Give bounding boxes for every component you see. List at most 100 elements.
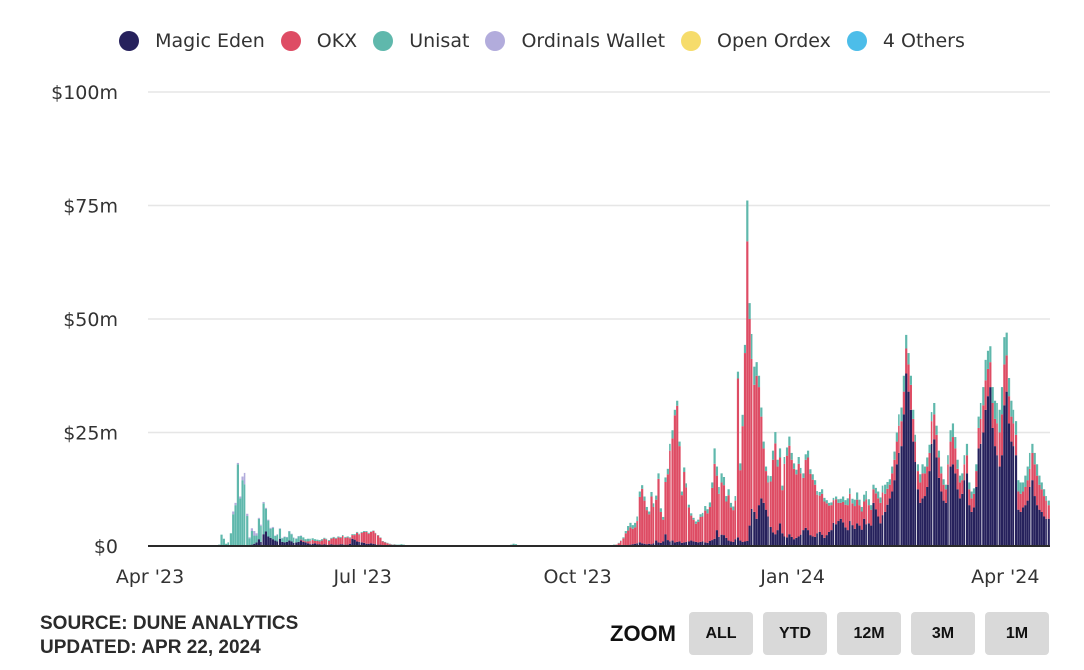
bar-segment-okx bbox=[309, 541, 311, 544]
zoom-12m-button[interactable]: 12M bbox=[837, 612, 901, 655]
bar-segment-magic-eden bbox=[982, 432, 985, 546]
bar-segment-okx bbox=[713, 463, 716, 539]
bar-segment-okx bbox=[659, 511, 662, 543]
bar-segment-magic-eden bbox=[713, 538, 716, 546]
bar-segment-unisat bbox=[339, 536, 342, 538]
bar-segment-okx bbox=[631, 528, 634, 545]
bar-segment-okx bbox=[666, 474, 669, 541]
bar-segment-okx bbox=[799, 473, 802, 535]
bar-segment-okx bbox=[757, 387, 761, 506]
bar-segment-magic-eden bbox=[837, 521, 840, 546]
bar-segment-okx bbox=[330, 538, 333, 545]
bar-segment-okx bbox=[1007, 396, 1011, 424]
bar-segment-magic-eden bbox=[1007, 423, 1011, 546]
bar-segment-magic-eden bbox=[799, 534, 802, 546]
bar-segment-okx bbox=[942, 484, 945, 501]
bar-segment-magic-eden bbox=[785, 537, 789, 546]
bar-segment-okx bbox=[678, 446, 681, 542]
bar-segment-unisat bbox=[972, 488, 976, 494]
bar-segment-unisat bbox=[512, 543, 515, 546]
bar-segment-okx bbox=[928, 452, 931, 472]
bar-segment-magic-eden bbox=[1021, 507, 1025, 546]
legend-item-4-others[interactable]: 4 Others bbox=[846, 30, 965, 52]
bar-segment-magic-eden bbox=[699, 541, 702, 546]
bar-segment-magic-eden bbox=[1028, 486, 1031, 546]
zoom-all-button[interactable]: ALL bbox=[689, 612, 753, 655]
bar-segment-magic-eden bbox=[372, 543, 375, 546]
bar-segment-magic-eden bbox=[968, 505, 971, 546]
bar-segment-okx bbox=[669, 450, 671, 542]
bar-segment-okx bbox=[362, 531, 366, 543]
bar-segment-okx bbox=[830, 505, 833, 531]
zoom-1m-button[interactable]: 1M bbox=[985, 612, 1049, 655]
bar-segment-magic-eden bbox=[297, 541, 300, 546]
bar-segment-unisat bbox=[998, 409, 1001, 433]
bar-segment-okx bbox=[979, 418, 982, 444]
legend-item-okx[interactable]: OKX bbox=[280, 30, 357, 52]
bar-segment-okx bbox=[652, 506, 655, 544]
bar-segment-unisat bbox=[641, 485, 644, 489]
bar-segment-magic-eden bbox=[739, 540, 742, 546]
bar-segment-okx bbox=[750, 358, 753, 509]
bar-segment-okx bbox=[694, 523, 697, 542]
bar-segment-okx bbox=[715, 475, 719, 531]
bar-segment-magic-eden bbox=[648, 543, 651, 546]
bar-segment-okx bbox=[753, 384, 756, 512]
bar-segment-okx bbox=[339, 537, 342, 545]
bar-segment-unisat bbox=[970, 491, 973, 499]
bar-segment-okx bbox=[970, 498, 973, 512]
bar-segment-unisat bbox=[739, 463, 742, 471]
bar-segment-magic-eden bbox=[671, 540, 674, 546]
bar-segment-unisat bbox=[1035, 464, 1039, 476]
bar-segment-magic-eden bbox=[1012, 446, 1015, 546]
legend-item-open-ordex[interactable]: Open Ordex bbox=[681, 30, 831, 52]
bar-segment-magic-eden bbox=[767, 516, 769, 546]
bar-segment-magic-eden bbox=[811, 536, 814, 546]
bar-segment-unisat bbox=[1007, 378, 1011, 397]
bar-segment-okx bbox=[816, 494, 818, 534]
bar-segment-okx bbox=[956, 468, 959, 490]
bar-segment-okx bbox=[958, 482, 962, 499]
bar-segment-unisat bbox=[741, 414, 744, 427]
bar-segment-unisat bbox=[865, 491, 867, 500]
bar-segment-unisat bbox=[888, 479, 891, 485]
bar-segment-magic-eden bbox=[683, 542, 686, 546]
bar-segment-okx bbox=[692, 519, 695, 542]
bar-segment-magic-eden bbox=[977, 448, 980, 546]
bar-segment-unisat bbox=[820, 489, 824, 494]
bar-segment-unisat bbox=[694, 521, 697, 524]
legend-item-magic-eden[interactable]: Magic Eden bbox=[119, 30, 265, 52]
legend-item-ordinals-wallet[interactable]: Ordinals Wallet bbox=[485, 30, 665, 52]
legend-item-unisat[interactable]: Unisat bbox=[373, 30, 469, 52]
bar-segment-okx bbox=[811, 479, 814, 537]
bar-segment-magic-eden bbox=[299, 540, 303, 546]
bar-segment-magic-eden bbox=[1026, 500, 1029, 546]
zoom-ytd-button[interactable]: YTD bbox=[763, 612, 827, 655]
bar-segment-magic-eden bbox=[309, 543, 311, 546]
bar-segment-unisat bbox=[222, 538, 225, 546]
bar-segment-magic-eden bbox=[704, 542, 707, 546]
bar-segment-unisat bbox=[680, 491, 683, 496]
bar-segment-magic-eden bbox=[743, 541, 747, 546]
bar-segment-ordinals-wallet bbox=[243, 472, 246, 485]
bar-segment-unisat bbox=[348, 537, 352, 539]
bar-segment-unisat bbox=[919, 474, 922, 483]
bar-segment-magic-eden bbox=[292, 542, 295, 546]
bar-segment-unisat bbox=[839, 498, 842, 503]
zoom-3m-button[interactable]: 3M bbox=[911, 612, 975, 655]
bar-segment-okx bbox=[372, 531, 375, 544]
bar-segment-unisat bbox=[318, 540, 321, 542]
bar-segment-magic-eden bbox=[893, 480, 896, 546]
bar-segment-okx bbox=[884, 493, 887, 512]
bar-segment-magic-eden bbox=[851, 525, 854, 546]
bar-segment-okx bbox=[706, 513, 709, 543]
bar-segment-magic-eden bbox=[271, 539, 275, 546]
bar-segment-unisat bbox=[355, 531, 359, 533]
bar-segment-unisat bbox=[942, 479, 945, 485]
bar-segment-unisat bbox=[281, 538, 284, 542]
bar-segment-unisat bbox=[634, 522, 637, 528]
bar-segment-okx bbox=[720, 482, 723, 535]
bar-segment-unisat bbox=[627, 526, 630, 531]
bar-segment-unisat bbox=[816, 491, 818, 495]
bar-segment-unisat bbox=[956, 459, 959, 469]
